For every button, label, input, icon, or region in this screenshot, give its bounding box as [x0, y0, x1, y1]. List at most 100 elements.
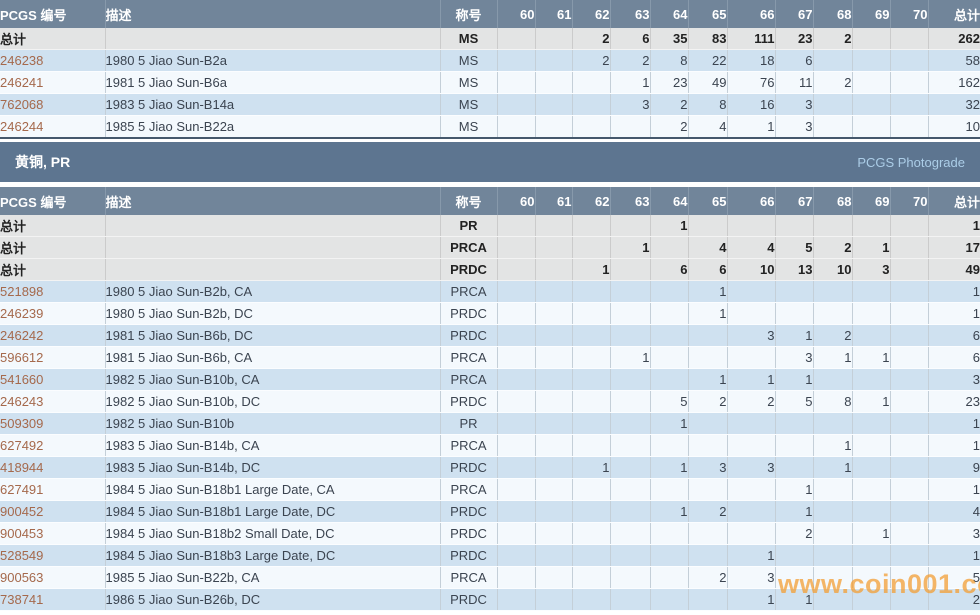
pcgs-number-link[interactable]: 738741 [0, 592, 44, 607]
header-grade-68: 68 [813, 187, 853, 215]
grade-69-cell: 1 [852, 522, 891, 545]
grade-63-cell [610, 456, 651, 479]
grade-70-cell [890, 500, 929, 523]
description-cell [105, 28, 441, 50]
grade-68-cell [813, 215, 853, 237]
grade-66-cell [727, 302, 776, 325]
grade-69-cell [852, 434, 891, 457]
grade-60-cell [497, 93, 536, 116]
pcgs-number-link[interactable]: 418944 [0, 460, 44, 475]
grade-61-cell [535, 456, 573, 479]
grade-69-cell: 3 [852, 258, 891, 281]
grade-64-cell [650, 324, 689, 347]
header-grade-67: 67 [775, 187, 814, 215]
grade-62-cell: 1 [572, 258, 611, 281]
grade-66-cell: 1 [727, 115, 776, 139]
row-total-cell: 262 [928, 28, 980, 50]
row-total-cell: 23 [928, 390, 980, 413]
grade-65-cell: 2 [688, 500, 728, 523]
header-grade-62: 62 [572, 0, 611, 28]
header-grade-62: 62 [572, 187, 611, 215]
grade-61-cell [535, 412, 573, 435]
pcgs-number-link[interactable]: 509309 [0, 416, 44, 431]
row-total-cell: 1 [928, 302, 980, 325]
header-grade-64: 64 [650, 0, 689, 28]
pcgs-number-cell: 900452 [0, 500, 106, 523]
grade-69-cell [852, 566, 891, 589]
grade-60-cell [497, 324, 536, 347]
grade-63-cell [610, 522, 651, 545]
grade-67-cell: 2 [775, 522, 814, 545]
description-cell: 1985 5 Jiao Sun-B22a [105, 115, 441, 139]
description-cell [105, 258, 441, 281]
grade-61-cell [535, 390, 573, 413]
pcgs-number-cell: 418944 [0, 456, 106, 479]
grade-61-cell [535, 544, 573, 567]
pcgs-number-link[interactable]: 246241 [0, 75, 44, 90]
description-cell: 1982 5 Jiao Sun-B10b, CA [105, 368, 441, 391]
description-cell: 1984 5 Jiao Sun-B18b1 Large Date, CA [105, 478, 441, 501]
row-total-cell: 49 [928, 258, 980, 281]
grade-64-cell: 23 [650, 71, 689, 94]
designation-cell: PRDC [440, 456, 498, 479]
grade-60-cell [497, 412, 536, 435]
designation-cell: PRDC [440, 500, 498, 523]
pcgs-photograde-link[interactable]: PCGS Photograde [857, 154, 965, 170]
table-header-row: PCGS 编号 描述 称号 60 61 62 63 64 65 66 67 68 69 70 总计 [0, 0, 980, 28]
grade-66-cell: 3 [727, 456, 776, 479]
description-cell: 1981 5 Jiao Sun-B6a [105, 71, 441, 94]
pcgs-number-link[interactable]: 521898 [0, 284, 44, 299]
pcgs-number-link[interactable]: 627492 [0, 438, 44, 453]
pcgs-number-link[interactable]: 246244 [0, 119, 44, 134]
grade-69-cell [852, 544, 891, 567]
pcgs-number-link[interactable]: 900452 [0, 504, 44, 519]
grade-60-cell [497, 302, 536, 325]
grade-62-cell [572, 522, 611, 545]
pcgs-number-link[interactable]: 246243 [0, 394, 44, 409]
pcgs-number-link[interactable]: 900563 [0, 570, 44, 585]
grade-64-cell [650, 346, 689, 369]
grade-60-cell [497, 390, 536, 413]
pcgs-number-cell: 246238 [0, 49, 106, 72]
designation-cell: MS [440, 28, 498, 50]
table-row: 738741 1986 5 Jiao Sun-B26b, DC PRDC 1 1 2 [0, 588, 980, 611]
pcgs-number-cell: 246239 [0, 302, 106, 325]
pcgs-number-link[interactable]: 246238 [0, 53, 44, 68]
grade-70-cell [890, 71, 929, 94]
grade-69-cell [852, 28, 891, 50]
pcgs-number-link[interactable]: 627491 [0, 482, 44, 497]
grade-69-cell [852, 93, 891, 116]
grade-64-cell: 1 [650, 412, 689, 435]
table-row: 509309 1982 5 Jiao Sun-B10b PR 1 1 [0, 412, 980, 435]
grade-63-cell [610, 434, 651, 457]
grade-63-cell [610, 215, 651, 237]
grade-66-cell [727, 434, 776, 457]
pcgs-number-cell: 900563 [0, 566, 106, 589]
grade-61-cell [535, 302, 573, 325]
pcgs-number-link[interactable]: 762068 [0, 97, 44, 112]
grade-62-cell [572, 346, 611, 369]
grade-64-cell [650, 566, 689, 589]
designation-cell: PRDC [440, 258, 498, 281]
grade-64-cell [650, 236, 689, 259]
grade-68-cell: 1 [813, 456, 853, 479]
pcgs-number-link[interactable]: 528549 [0, 548, 44, 563]
pcgs-number-link[interactable]: 246239 [0, 306, 44, 321]
header-grade-68: 68 [813, 0, 853, 28]
grade-64-cell [650, 478, 689, 501]
pcgs-number-link[interactable]: 900453 [0, 526, 44, 541]
pcgs-number-link[interactable]: 246242 [0, 328, 44, 343]
header-grade-63: 63 [610, 0, 651, 28]
grade-67-cell [775, 215, 814, 237]
grade-67-cell: 1 [775, 368, 814, 391]
grade-69-cell [852, 500, 891, 523]
pcgs-number-link[interactable]: 596612 [0, 350, 44, 365]
grade-68-cell [813, 478, 853, 501]
designation-cell: PRCA [440, 346, 498, 369]
grade-67-cell [775, 434, 814, 457]
grade-65-cell: 1 [688, 280, 728, 303]
header-grade-60: 60 [497, 187, 536, 215]
pcgs-number-link[interactable]: 541660 [0, 372, 44, 387]
grade-68-cell [813, 280, 853, 303]
grade-70-cell [890, 566, 929, 589]
